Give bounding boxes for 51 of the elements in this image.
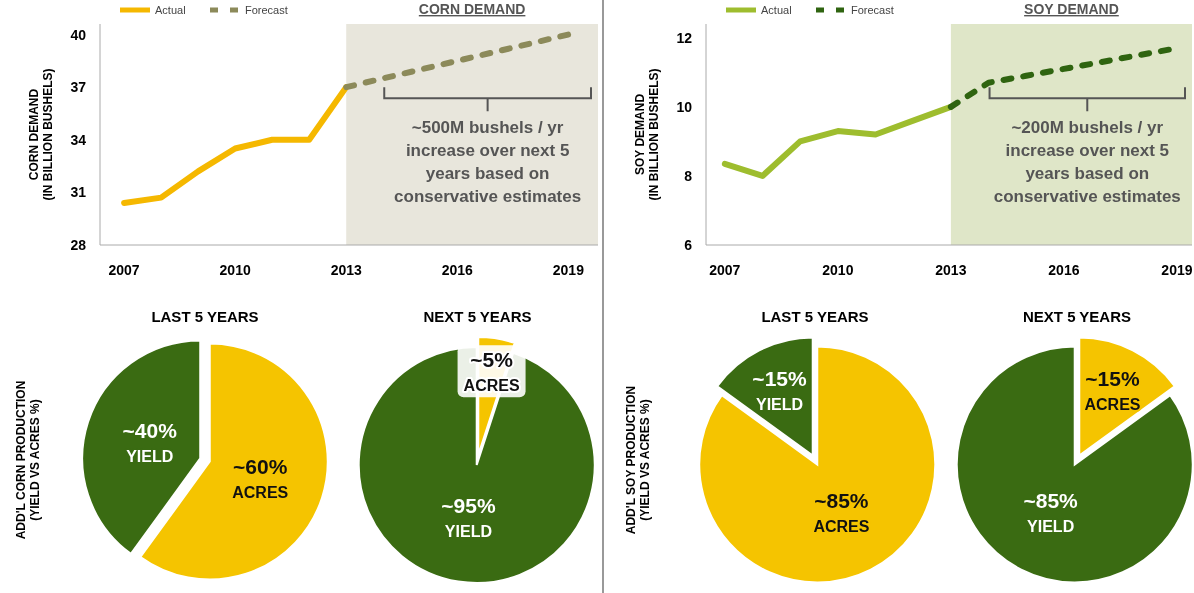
y-tick-label: 12 xyxy=(676,29,693,46)
legend-label: Actual xyxy=(155,3,186,16)
chart-title: NEXT 5 YEARS xyxy=(1022,308,1132,325)
chart-title: SOY DEMAND xyxy=(1024,1,1119,17)
x-tick-label: 2016 xyxy=(1048,262,1080,278)
slice-label: YIELD xyxy=(1027,517,1075,535)
y-tick-label: 31 xyxy=(70,184,87,201)
y-axis-title: CORN DEMAND (IN BILLION BUSHELS) xyxy=(27,68,55,201)
slice-label: ACRES xyxy=(232,483,289,501)
legend-label: Forecast xyxy=(245,3,288,16)
chart-title: NEXT 5 YEARS xyxy=(423,308,532,325)
x-tick-label: 2010 xyxy=(219,262,251,278)
x-tick-label: 2007 xyxy=(108,262,140,278)
y-tick-label: 37 xyxy=(70,79,87,96)
y-tick-label: 28 xyxy=(70,237,87,253)
slice-label: YIELD xyxy=(126,448,174,466)
data-label: ~15% xyxy=(752,367,807,391)
data-label: ~40% xyxy=(122,419,178,443)
y-tick-label: 6 xyxy=(684,237,693,253)
data-label: ~60% xyxy=(233,454,288,478)
chart-title: LAST 5 YEARS xyxy=(761,308,869,325)
x-tick-label: 2019 xyxy=(552,262,585,278)
slice-label: ACRES xyxy=(1084,396,1141,414)
x-tick-label: 2010 xyxy=(822,262,854,278)
y-tick-label: 40 xyxy=(70,26,87,43)
text: ADD'L SOY PRODUCTION (YIELD VS ACRES %) xyxy=(624,385,652,535)
chart-title: CORN DEMAND xyxy=(418,1,526,17)
slice-label: ACRES xyxy=(463,377,520,395)
data-label: ~15% xyxy=(1085,367,1140,391)
y-tick-label: 8 xyxy=(684,167,693,184)
annotation: ~500M bushels / yr increase over next 5 years based on conservative estimates xyxy=(394,118,582,207)
annotation: ~200M bushels / yr increase over next 5 years based on conservative estimates xyxy=(993,118,1181,207)
slice-label: ACRES xyxy=(813,517,870,535)
text: ADD'L CORN PRODUCTION (YIELD VS ACRES %) xyxy=(14,380,42,540)
legend-label: Actual xyxy=(761,3,792,16)
x-tick-label: 2013 xyxy=(330,262,362,278)
x-tick-label: 2007 xyxy=(709,262,741,278)
legend-label: Forecast xyxy=(851,3,894,16)
y-tick-label: 34 xyxy=(70,131,87,148)
x-tick-label: 2016 xyxy=(441,262,474,278)
y-axis-title: SOY DEMAND (IN BILLION BUSHELS) xyxy=(633,68,661,201)
x-tick-label: 2019 xyxy=(1161,262,1193,278)
slice-label: YIELD xyxy=(755,396,804,414)
chart-title: LAST 5 YEARS xyxy=(151,308,259,325)
y-tick-label: 10 xyxy=(676,98,693,115)
data-label: ~5% xyxy=(470,348,514,372)
data-label: ~85% xyxy=(1023,488,1079,512)
data-label: ~85% xyxy=(814,488,869,512)
slice-label: YIELD xyxy=(444,523,492,541)
x-tick-label: 2013 xyxy=(935,262,967,278)
data-label: ~95% xyxy=(441,494,496,518)
